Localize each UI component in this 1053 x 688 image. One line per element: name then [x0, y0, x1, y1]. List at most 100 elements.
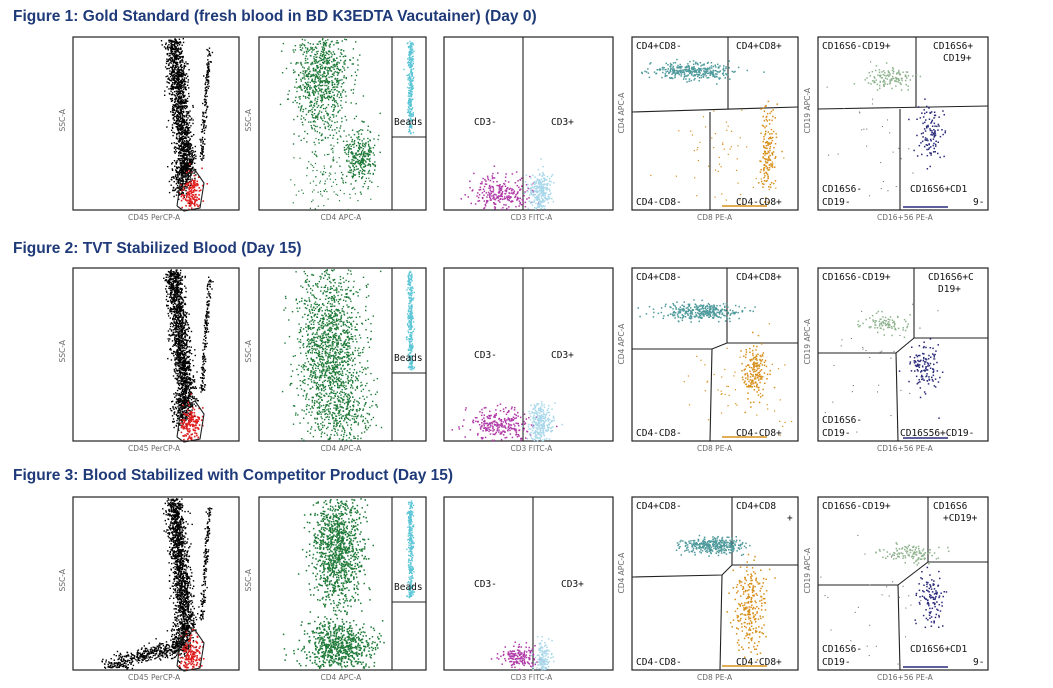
quadrant-label-nk: CD16S56+CD19-: [900, 428, 974, 439]
quadrant-label-nk-cd19pos: CD16S6+: [933, 41, 973, 52]
quadrant-hline: [818, 337, 988, 354]
quadrant-label-cd19pos: CD16S6-CD19+: [822, 272, 891, 283]
y-axis-label: SSC-A: [58, 339, 67, 362]
cd3-pos-population: [523, 158, 555, 210]
beads-events: [403, 40, 415, 135]
quadrant-hline: [631, 106, 799, 113]
cd4-neg-population: [279, 38, 365, 178]
cd4-pos-population: [675, 534, 751, 557]
quadrant-label-cd4neg-cd8neg: CD4-CD8-: [636, 657, 682, 668]
x-axis-label: CD45 PerCP-A: [128, 444, 181, 453]
x-axis-label: CD3 FITC-A: [511, 673, 554, 682]
sparse-events: [824, 303, 939, 433]
panel-cd4-cd8: [631, 496, 799, 671]
cd3-pos-label: CD3+: [551, 350, 574, 361]
panel-cd19-cd16: [817, 36, 989, 211]
quadrant-label-cd4neg-cd8neg: CD4-CD8-: [636, 428, 682, 439]
plot-frame: [631, 267, 799, 442]
quadrant-label-nk-cd19pos: CD16S6+C: [928, 272, 974, 283]
y-axis-label: CD19 APC-A: [803, 318, 812, 364]
quadrant-label-cd4neg-cd8pos: CD4-CD8+: [736, 657, 782, 668]
y-axis-label: CD19 APC-A: [803, 547, 812, 593]
granulocyte-cluster: [160, 38, 197, 176]
cd3-neg-population: [460, 165, 540, 211]
quadrant-label-dn-suffix: CD19-: [822, 197, 851, 208]
cd3-pos-population: [530, 635, 555, 671]
y-axis-label: CD4 APC-A: [617, 323, 626, 365]
monocyte-streak: [199, 276, 214, 393]
quadrant-hline: [817, 105, 989, 110]
x-axis-label: CD3 FITC-A: [511, 444, 554, 453]
cd4-pos-population: [316, 361, 383, 441]
cd3-neg-label: CD3-: [474, 117, 497, 128]
quadrant-label-dn: CD16S6-: [822, 644, 862, 655]
panel-cd19-cd16: [817, 267, 989, 442]
quadrant-label-nk-suffix: 9-: [973, 657, 984, 668]
quadrant-label-cd4pos-cd8pos: CD4+CD8+: [736, 41, 782, 52]
plot-frame: [72, 267, 240, 442]
sparse-events: [820, 534, 922, 665]
x-axis-label: CD3 FITC-A: [511, 213, 554, 222]
x-axis-label: CD16+56 PE-A: [877, 673, 934, 682]
debris-events: [101, 636, 197, 670]
cd19-pos-population: [875, 542, 950, 566]
plot-frame: [443, 36, 614, 211]
plot-frame: [443, 496, 614, 671]
y-axis-label: CD4 APC-A: [617, 552, 626, 594]
cd4-population: [281, 269, 382, 441]
quadrant-label-dn: CD16S6-: [822, 184, 862, 195]
beads-label: Beads: [394, 582, 423, 593]
panel-ssc-cd45: [72, 36, 240, 212]
lymphocyte-gate: [176, 169, 205, 212]
cd3-pos-population: [521, 401, 563, 442]
cd8-pos-population: [758, 100, 783, 204]
x-axis-label: CD4 APC-A: [321, 444, 363, 453]
cd19-pos-population: [857, 310, 921, 339]
lymphocyte-gate: [176, 400, 205, 443]
quadrant-label-cd4pos-cd8neg: CD4+CD8-: [636, 272, 682, 283]
x-axis-label: CD45 PerCP-A: [128, 673, 181, 682]
beads-label: Beads: [394, 117, 423, 128]
quadrant-label-nk-cd19pos-suffix: +CD19+: [943, 513, 978, 524]
quadrant-label-cd4pos-cd8neg: CD4+CD8-: [636, 41, 682, 52]
y-axis-label: CD4 APC-A: [617, 92, 626, 134]
quadrant-vline-bottom: [719, 574, 723, 671]
quadrant-label-dn-suffix: CD19-: [822, 657, 851, 668]
figure-3-row: [72, 496, 989, 672]
panel-ssc-cd45: [72, 267, 240, 443]
y-axis-label: SSC-A: [58, 108, 67, 131]
x-axis-label: CD16+56 PE-A: [877, 444, 934, 453]
quadrant-hline: [632, 342, 798, 350]
plot-frame: [817, 496, 989, 671]
monocyte-streak: [198, 507, 213, 621]
nk-population: [914, 566, 948, 629]
quadrant-vline-bottom: [895, 352, 899, 442]
quadrant-label-cd4neg-cd8pos: CD4-CD8+: [736, 428, 782, 439]
quadrant-label-cd4neg-cd8pos: CD4-CD8+: [736, 197, 782, 208]
cd3-neg-population: [490, 641, 545, 671]
quadrant-label-cd4neg-cd8neg: CD4-CD8-: [636, 197, 682, 208]
figure-1-row: [72, 36, 989, 212]
x-axis-label: CD45 PerCP-A: [128, 213, 181, 222]
panel-cd4-cd8: [631, 36, 799, 211]
panel-cd3: [443, 267, 614, 442]
plot-frame: [443, 267, 614, 442]
quadrant-vline-bottom: [709, 348, 713, 442]
quadrant-hline: [631, 564, 798, 578]
figure-2-row: [72, 267, 989, 443]
quadrant-label-dn: CD16S6-: [822, 415, 862, 426]
panel-ssc-cd4: [258, 36, 427, 211]
quadrant-label-cd4pos-cd8pos-suffix: +: [787, 513, 793, 524]
cd4-pos-population: [637, 299, 756, 323]
granulocyte-cluster: [162, 498, 199, 639]
sparse-cd8-events: [650, 109, 785, 204]
quadrant-vline-bottom: [897, 584, 901, 671]
plot-frame: [72, 496, 240, 671]
cd4-pos-population: [641, 58, 765, 85]
sparse-events: [290, 135, 379, 211]
plot-frame: [631, 496, 799, 671]
quadrant-label-nk: CD16S6+CD1: [910, 184, 967, 195]
panel-cd4-cd8: [631, 267, 799, 442]
lymphocyte-gate-events: [179, 393, 204, 442]
